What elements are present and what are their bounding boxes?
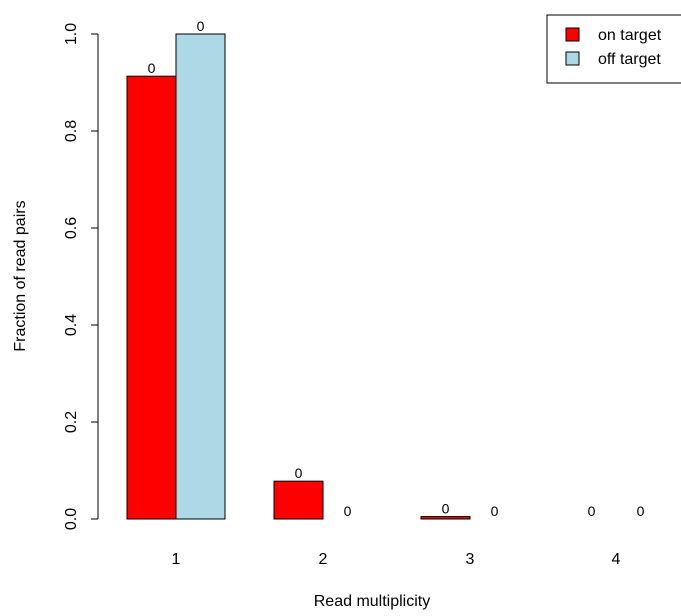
bar-on-target-1 (126, 75, 177, 520)
legend-swatch (565, 27, 580, 42)
bar-on-target-3 (420, 516, 471, 520)
bars (126, 33, 471, 520)
bar-value-label: 0 (491, 503, 499, 519)
bar-value-label: 0 (442, 501, 450, 517)
bar-on-target-2 (273, 480, 324, 520)
x-axis-label: Read multiplicity (314, 593, 430, 610)
legend-box (546, 14, 681, 84)
x-tick-label: 4 (612, 551, 621, 568)
legend-swatch (565, 51, 580, 66)
bar-value-label: 0 (148, 60, 156, 76)
bar-value-label: 0 (295, 465, 303, 481)
bar-value-label: 0 (197, 18, 205, 34)
x-axis: 1 2 3 4 (172, 551, 621, 568)
y-tick-label: 0.2 (63, 411, 80, 433)
y-axis-label: Fraction of read pairs (12, 200, 29, 351)
x-tick-label: 1 (172, 551, 181, 568)
bar-value-label: 0 (344, 503, 352, 519)
x-tick-label: 2 (319, 551, 328, 568)
legend: on target off target (546, 14, 681, 84)
legend-label: off target (598, 51, 661, 68)
bar-value-label: 0 (588, 503, 596, 519)
y-tick-label: 0.4 (63, 314, 80, 336)
y-tick-label: 1.0 (63, 23, 80, 45)
legend-label: on target (598, 27, 662, 44)
data-labels: 0 0 0 0 0 0 0 0 (148, 18, 645, 519)
y-tick-label: 0.6 (63, 217, 80, 239)
bar-value-label: 0 (637, 503, 645, 519)
bar-off-target-1 (175, 33, 226, 520)
y-axis: 0.0 0.2 0.4 0.6 0.8 1.0 (63, 23, 99, 530)
y-tick-label: 0.0 (63, 508, 80, 530)
y-tick-label: 0.8 (63, 120, 80, 142)
x-tick-label: 3 (466, 551, 475, 568)
